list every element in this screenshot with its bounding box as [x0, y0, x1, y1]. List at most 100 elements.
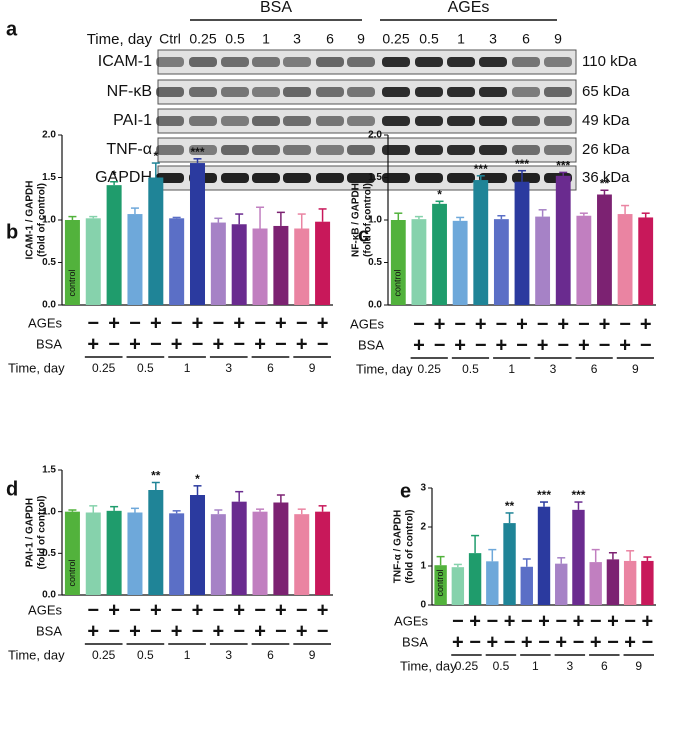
ages-sign: +	[233, 599, 245, 621]
bsa-sign: −	[469, 631, 481, 653]
bar	[64, 511, 80, 595]
kda-label: 26 kDa	[582, 141, 630, 158]
band	[252, 57, 280, 67]
bsa-sign: −	[233, 620, 245, 642]
ages-sign: −	[452, 610, 464, 632]
y-axis-label: PAI-1 / GAPDH	[25, 498, 36, 567]
time-group-label: 1	[532, 659, 539, 673]
bsa-sign: −	[475, 334, 487, 356]
ages-sign: −	[213, 599, 225, 621]
y-tick-label: 0.0	[42, 590, 56, 601]
bar	[210, 222, 226, 305]
y-tick-label: 1.0	[368, 215, 382, 226]
bar	[315, 511, 331, 595]
bar	[106, 185, 122, 305]
bsa-sign: +	[254, 620, 266, 642]
bar	[148, 490, 164, 595]
time-group-label: 0.5	[493, 659, 510, 673]
lane-label: 9	[357, 31, 365, 47]
band	[479, 57, 507, 67]
significance: *	[195, 472, 200, 486]
ages-sign: −	[129, 599, 141, 621]
band	[156, 145, 184, 155]
bsa-sign: +	[129, 620, 141, 642]
band	[544, 57, 572, 67]
bar	[520, 566, 533, 605]
bsa-sign: +	[537, 334, 549, 356]
time-group-label: 1	[184, 648, 191, 662]
ages-sign: −	[454, 313, 466, 335]
bsa-sign: +	[496, 334, 508, 356]
protein-label: GAPDH	[95, 169, 152, 186]
bar	[555, 563, 568, 605]
bar	[597, 194, 612, 305]
bar	[231, 501, 247, 595]
y-tick-label: 0	[420, 600, 426, 611]
bar	[85, 218, 101, 305]
bsa-sign: −	[108, 333, 120, 355]
band	[189, 116, 217, 126]
bar	[411, 219, 427, 305]
bar	[617, 214, 633, 305]
bsa-sign: −	[275, 333, 287, 355]
band	[283, 57, 311, 67]
kda-label: 49 kDa	[582, 112, 630, 129]
lane-label: 1	[262, 31, 270, 47]
bsa-sign: +	[171, 620, 183, 642]
band	[415, 116, 443, 126]
significance: **	[600, 176, 610, 190]
ages-sign: +	[475, 313, 487, 335]
y-tick-label: 0.0	[368, 300, 382, 311]
band	[347, 57, 375, 67]
bar	[486, 561, 499, 605]
bar	[273, 225, 289, 305]
band	[252, 87, 280, 97]
bar	[452, 220, 468, 305]
significance: **	[151, 469, 161, 483]
bsa-sign: +	[296, 333, 308, 355]
ages-sign: −	[496, 313, 508, 335]
bar	[555, 175, 571, 305]
ages-sign: +	[150, 312, 162, 334]
kda-label: 36 kDa	[582, 169, 630, 186]
bsa-sign: −	[317, 333, 329, 355]
ages-sign: +	[516, 313, 528, 335]
time-group-label: 0.5	[137, 361, 154, 375]
lane-label: 3	[293, 31, 301, 47]
y-tick-label: 0.5	[368, 257, 382, 268]
bsa-sign: +	[578, 334, 590, 356]
bsa-sign: −	[150, 333, 162, 355]
band	[156, 116, 184, 126]
band	[447, 173, 475, 183]
bar	[231, 224, 247, 305]
band	[347, 145, 375, 155]
bar-label: control	[393, 269, 403, 296]
band	[382, 145, 410, 155]
bsa-sign: +	[555, 631, 567, 653]
protein-label: PAI-1	[113, 112, 152, 129]
bsa-sign: −	[640, 334, 652, 356]
bar	[210, 514, 226, 595]
bar	[252, 228, 268, 305]
ages-sign: +	[317, 312, 329, 334]
bsa-sign: +	[521, 631, 533, 653]
bsa-sign: −	[150, 620, 162, 642]
row-label: BSA	[402, 634, 428, 649]
bar	[432, 203, 447, 305]
band	[512, 173, 540, 183]
y-tick-label: 1.5	[368, 172, 382, 183]
row-label: BSA	[36, 336, 62, 351]
band	[512, 87, 540, 97]
band	[415, 57, 443, 67]
bar	[535, 216, 551, 305]
time-group-label: 3	[550, 362, 557, 376]
row-label: BSA	[36, 623, 62, 638]
bsa-sign: +	[590, 631, 602, 653]
bar	[85, 512, 101, 595]
significance: ***	[474, 162, 488, 176]
y-tick-label: 1.0	[42, 215, 56, 226]
ages-sign: −	[521, 610, 533, 632]
time-group-label: 6	[601, 659, 608, 673]
band	[382, 87, 410, 97]
band	[382, 173, 410, 183]
